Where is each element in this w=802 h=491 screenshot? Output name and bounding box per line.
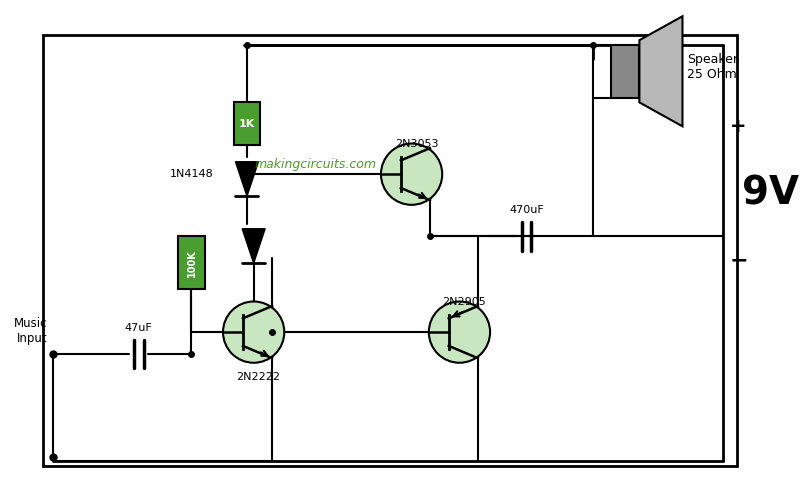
Text: 1K: 1K bbox=[239, 119, 255, 129]
Polygon shape bbox=[639, 16, 683, 126]
Text: 2N2905: 2N2905 bbox=[443, 297, 486, 307]
Text: makingcircuits.com: makingcircuits.com bbox=[255, 158, 377, 171]
Polygon shape bbox=[242, 229, 265, 263]
Text: 2N2222: 2N2222 bbox=[237, 372, 281, 382]
Text: 470uF: 470uF bbox=[509, 205, 544, 216]
Text: Speaker
25 Ohm: Speaker 25 Ohm bbox=[687, 53, 739, 81]
Circle shape bbox=[223, 301, 284, 363]
Text: 9V: 9V bbox=[742, 174, 799, 212]
Text: 1N4148: 1N4148 bbox=[170, 169, 213, 179]
Polygon shape bbox=[236, 162, 258, 196]
Circle shape bbox=[381, 143, 442, 205]
Text: −: − bbox=[729, 250, 748, 271]
Text: 100K: 100K bbox=[186, 249, 196, 276]
Text: 47uF: 47uF bbox=[125, 323, 152, 333]
Text: Music
Input: Music Input bbox=[14, 317, 48, 345]
Bar bbox=[178, 236, 205, 289]
Text: +: + bbox=[729, 117, 746, 136]
Text: 2N3053: 2N3053 bbox=[395, 139, 438, 149]
Bar bbox=[610, 45, 639, 98]
Circle shape bbox=[429, 301, 490, 363]
Bar bbox=[233, 103, 261, 145]
